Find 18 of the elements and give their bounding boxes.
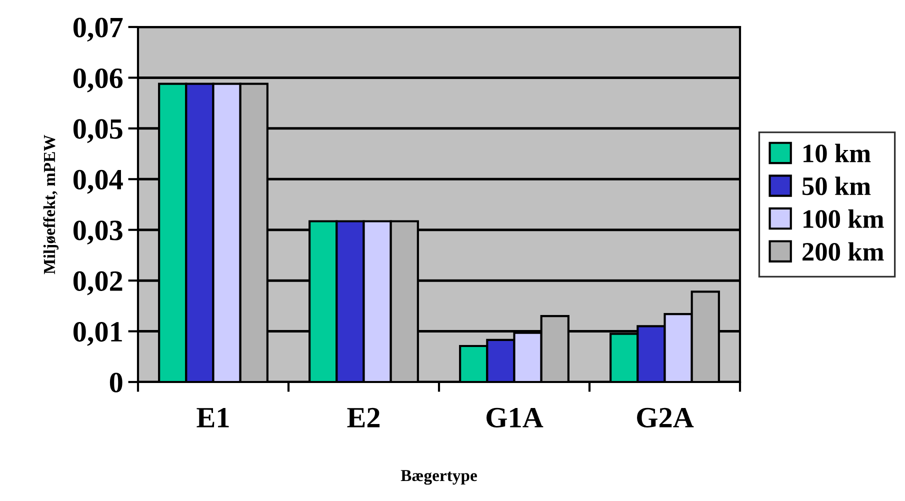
y-tick-label: 0,06 (73, 68, 123, 92)
y-tick-label: 0,02 (73, 271, 122, 296)
x-tick-label: E1 (196, 408, 229, 428)
x-axis-title: Bægertype (400, 470, 477, 485)
y-tick-label: 0,01 (73, 322, 122, 346)
x-tick-label: G2A (637, 408, 694, 428)
legend-label: 200 km (802, 242, 884, 261)
y-tick-label: 0,05 (73, 119, 122, 144)
legend-label: 10 km (804, 144, 871, 162)
y-tick-label: 0,04 (73, 170, 123, 194)
y-axis-title: Miljøeffekt, mPEW (43, 134, 58, 274)
x-tick-label: E2 (347, 408, 380, 428)
legend-label: 100 km (804, 209, 884, 228)
x-tick-label: G1A (486, 408, 544, 428)
y-tick-label: 0,07 (73, 18, 123, 42)
legend-label: 50 km (802, 176, 871, 196)
y-tick-label: 0 (110, 372, 122, 392)
y-tick-label: 0,03 (73, 220, 122, 244)
